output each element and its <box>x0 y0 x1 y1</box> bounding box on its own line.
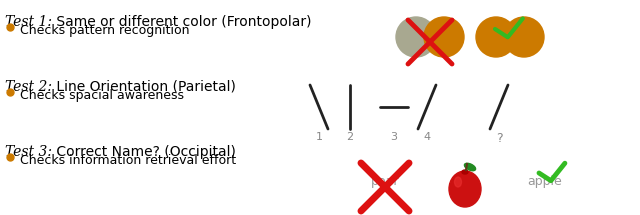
Text: apple: apple <box>527 175 563 187</box>
Ellipse shape <box>462 170 468 174</box>
Circle shape <box>504 17 544 57</box>
Text: Test 3:: Test 3: <box>5 145 52 159</box>
Text: Line Orientation (Parietal): Line Orientation (Parietal) <box>52 80 236 94</box>
Text: Same or different color (Frontopolar): Same or different color (Frontopolar) <box>52 15 312 29</box>
Text: Checks information retrieval effort: Checks information retrieval effort <box>20 154 236 167</box>
Text: Correct Name? (Occipital): Correct Name? (Occipital) <box>52 145 236 159</box>
Text: 3: 3 <box>390 132 397 142</box>
Text: Checks spacial awareness: Checks spacial awareness <box>20 89 184 102</box>
Text: 4: 4 <box>424 132 431 142</box>
Text: 2: 2 <box>346 132 353 142</box>
Text: ?: ? <box>496 132 502 145</box>
Circle shape <box>424 17 464 57</box>
Text: 1: 1 <box>316 132 323 142</box>
Text: pear: pear <box>371 175 399 187</box>
Circle shape <box>476 17 516 57</box>
Ellipse shape <box>465 163 476 171</box>
Text: Checks pattern recognition: Checks pattern recognition <box>20 24 189 37</box>
Ellipse shape <box>454 177 461 187</box>
Text: Test 1:: Test 1: <box>5 15 52 29</box>
Text: Test 2:: Test 2: <box>5 80 52 94</box>
Ellipse shape <box>449 171 481 207</box>
Circle shape <box>396 17 436 57</box>
